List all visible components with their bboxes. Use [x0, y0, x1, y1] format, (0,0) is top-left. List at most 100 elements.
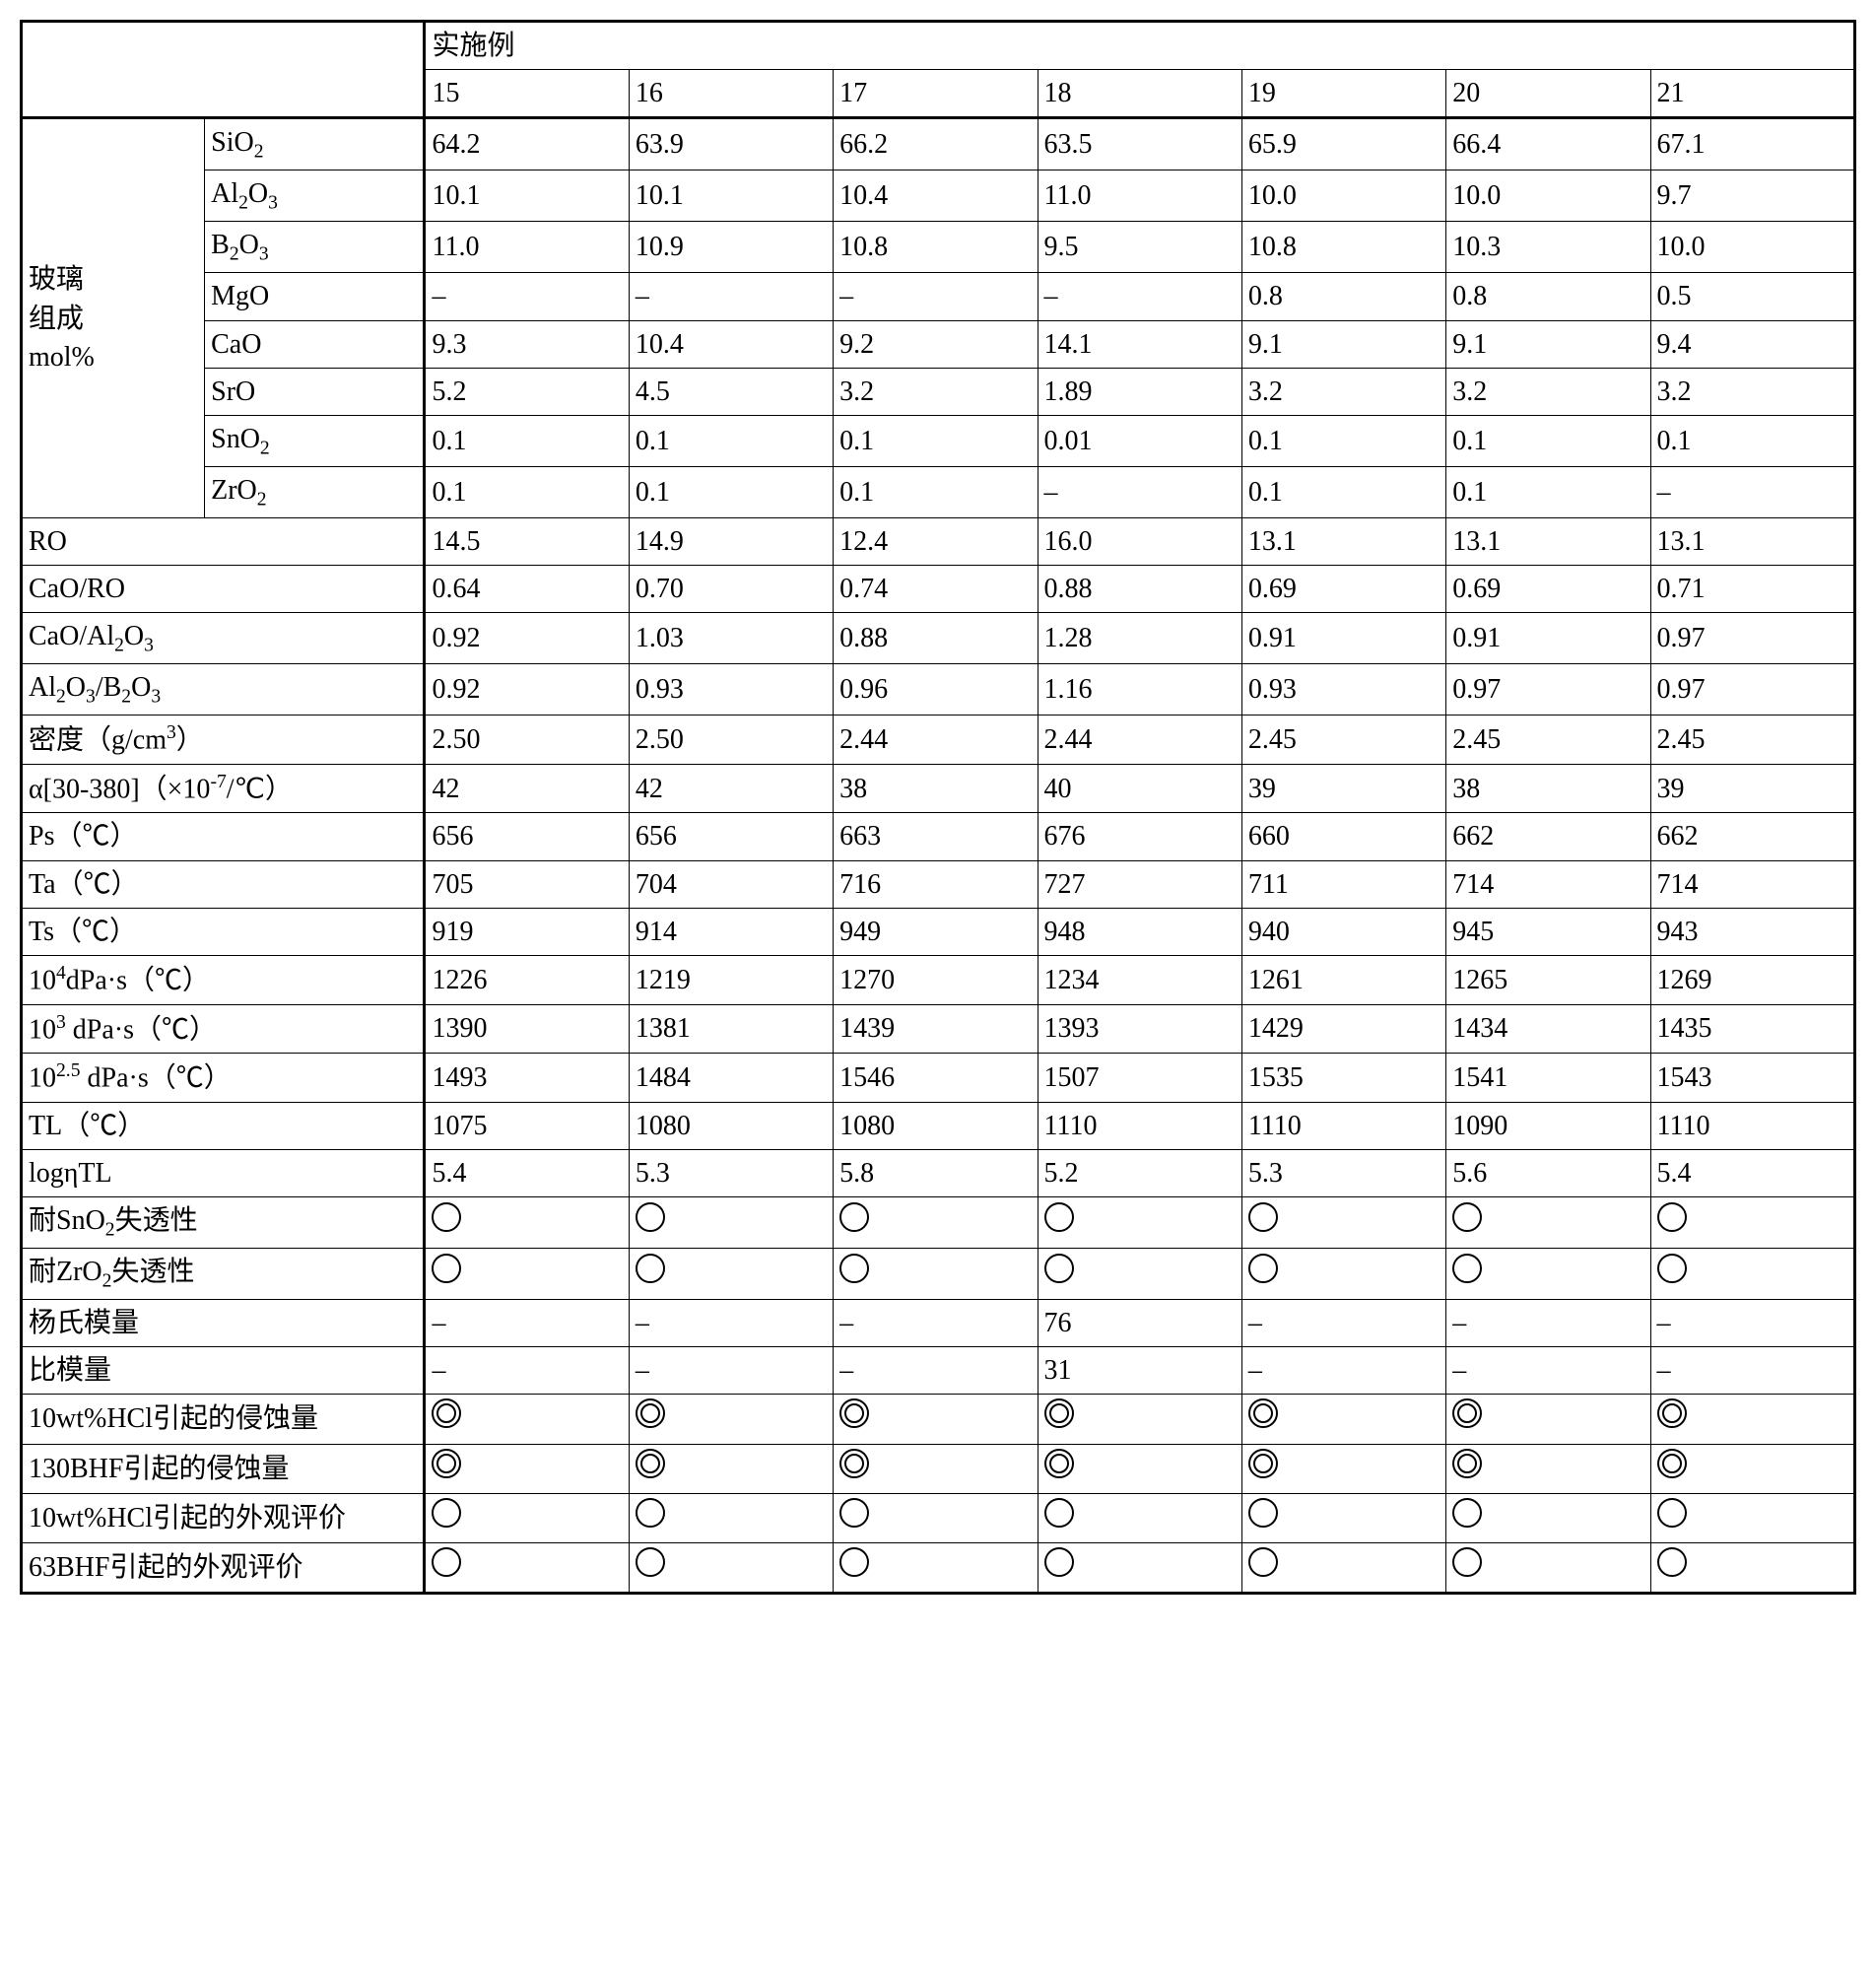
- row-label: ZrO2: [205, 467, 425, 518]
- table-cell: 10.0: [1446, 170, 1650, 222]
- table-cell: 945: [1446, 908, 1650, 955]
- table-cell: 16.0: [1038, 518, 1241, 566]
- table-cell: 704: [629, 860, 833, 908]
- table-cell: 0.1: [629, 467, 833, 518]
- table-cell: [834, 1196, 1038, 1248]
- table-cell: [425, 1248, 629, 1299]
- row-label: 104dPa·s（℃）: [22, 956, 425, 1005]
- table-cell: 5.3: [1241, 1149, 1445, 1196]
- table-cell: 11.0: [1038, 170, 1241, 222]
- row-label: 耐ZrO2失透性: [22, 1248, 425, 1299]
- table-cell: [1650, 1196, 1854, 1248]
- single-circle-icon: [1657, 1254, 1687, 1283]
- double-circle-icon: [636, 1449, 665, 1478]
- single-circle-icon: [1044, 1202, 1074, 1232]
- table-cell: 1261: [1241, 956, 1445, 1005]
- table-cell: [1446, 1444, 1650, 1493]
- row-label: 杨氏模量: [22, 1299, 425, 1346]
- double-circle-icon: [1044, 1449, 1074, 1478]
- table-cell: [425, 1444, 629, 1493]
- table-cell: 0.69: [1241, 566, 1445, 613]
- table-cell: 1226: [425, 956, 629, 1005]
- table-cell: 0.71: [1650, 566, 1854, 613]
- table-cell: 10.8: [1241, 222, 1445, 273]
- table-cell: [1241, 1196, 1445, 1248]
- single-circle-icon: [636, 1254, 665, 1283]
- single-circle-icon: [432, 1547, 461, 1577]
- table-cell: 1075: [425, 1102, 629, 1149]
- table-cell: 10.1: [425, 170, 629, 222]
- table-cell: 42: [425, 764, 629, 813]
- row-label: 10wt%HCl引起的侵蚀量: [22, 1395, 425, 1444]
- row-label: logηTL: [22, 1149, 425, 1196]
- table-cell: –: [425, 1347, 629, 1395]
- table-cell: 1090: [1446, 1102, 1650, 1149]
- table-cell: –: [1650, 467, 1854, 518]
- table-cell: [1446, 1395, 1650, 1444]
- row-label: SrO: [205, 368, 425, 415]
- table-cell: 1543: [1650, 1054, 1854, 1103]
- row-label: CaO: [205, 320, 425, 368]
- table-cell: 1110: [1038, 1102, 1241, 1149]
- table-cell: [425, 1395, 629, 1444]
- table-body: 实施例15161718192021玻璃组成mol%SiO264.263.966.…: [22, 22, 1855, 1594]
- table-cell: 2.45: [1650, 715, 1854, 765]
- table-cell: 42: [629, 764, 833, 813]
- table-cell: 10.0: [1241, 170, 1445, 222]
- row-label: Al2O3/B2O3: [22, 664, 425, 715]
- table-cell: 9.5: [1038, 222, 1241, 273]
- table-cell: 660: [1241, 813, 1445, 860]
- empty-header: [22, 22, 425, 118]
- table-cell: 662: [1650, 813, 1854, 860]
- col-header: 19: [1241, 70, 1445, 118]
- table-cell: 1270: [834, 956, 1038, 1005]
- table-cell: 3.2: [1650, 368, 1854, 415]
- table-cell: 0.93: [629, 664, 833, 715]
- table-cell: 5.8: [834, 1149, 1038, 1196]
- table-cell: 9.4: [1650, 320, 1854, 368]
- single-circle-icon: [839, 1202, 869, 1232]
- single-circle-icon: [1248, 1547, 1278, 1577]
- table-cell: 714: [1446, 860, 1650, 908]
- table-cell: 914: [629, 908, 833, 955]
- table-cell: [834, 1248, 1038, 1299]
- table-cell: 656: [629, 813, 833, 860]
- table-cell: 0.1: [834, 415, 1038, 466]
- table-cell: [1446, 1493, 1650, 1542]
- single-circle-icon: [1452, 1202, 1482, 1232]
- table-cell: 1110: [1650, 1102, 1854, 1149]
- table-cell: 1269: [1650, 956, 1854, 1005]
- double-circle-icon: [1657, 1449, 1687, 1478]
- table-cell: [834, 1493, 1038, 1542]
- table-cell: [1241, 1493, 1445, 1542]
- table-cell: 940: [1241, 908, 1445, 955]
- single-circle-icon: [432, 1254, 461, 1283]
- table-cell: 0.1: [1241, 415, 1445, 466]
- single-circle-icon: [839, 1547, 869, 1577]
- col-header: 20: [1446, 70, 1650, 118]
- table-cell: 716: [834, 860, 1038, 908]
- row-label: 103 dPa·s（℃）: [22, 1004, 425, 1054]
- table-cell: –: [629, 1299, 833, 1346]
- single-circle-icon: [839, 1254, 869, 1283]
- row-label: MgO: [205, 273, 425, 320]
- row-label: TL（℃）: [22, 1102, 425, 1149]
- single-circle-icon: [636, 1498, 665, 1528]
- table-cell: [1650, 1542, 1854, 1593]
- row-label: 102.5 dPa·s（℃）: [22, 1054, 425, 1103]
- col-header: 21: [1650, 70, 1854, 118]
- table-cell: 1381: [629, 1004, 833, 1054]
- table-cell: 0.1: [1241, 467, 1445, 518]
- table-cell: 949: [834, 908, 1038, 955]
- table-cell: –: [1241, 1347, 1445, 1395]
- table-cell: 5.6: [1446, 1149, 1650, 1196]
- table-cell: 0.92: [425, 613, 629, 664]
- double-circle-icon: [1452, 1398, 1482, 1428]
- table-cell: [1038, 1444, 1241, 1493]
- table-cell: 31: [1038, 1347, 1241, 1395]
- double-circle-icon: [1657, 1398, 1687, 1428]
- row-label: 130BHF引起的侵蚀量: [22, 1444, 425, 1493]
- table-cell: 3.2: [1446, 368, 1650, 415]
- row-label: 63BHF引起的外观评价: [22, 1542, 425, 1593]
- glass-composition-table: 实施例15161718192021玻璃组成mol%SiO264.263.966.…: [20, 20, 1856, 1595]
